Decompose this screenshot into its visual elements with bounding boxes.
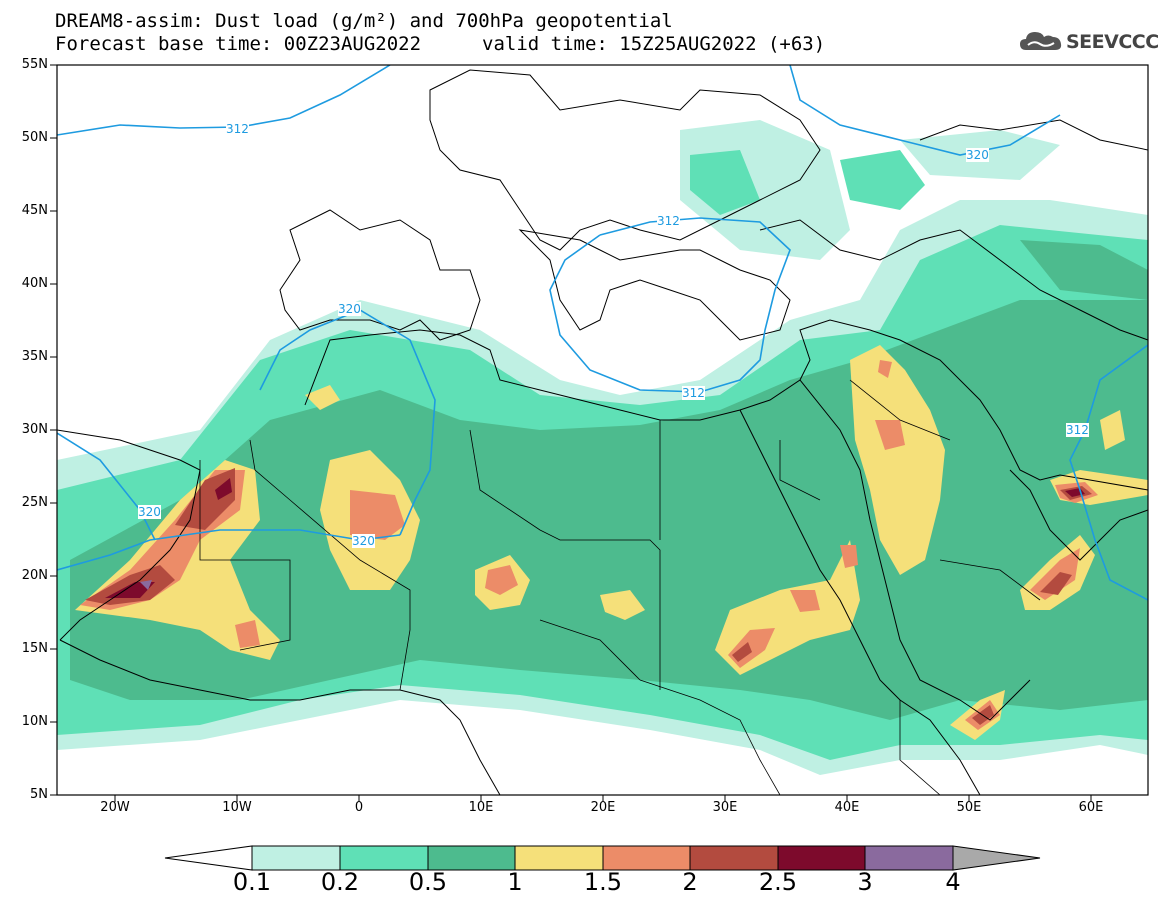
colorbar-label-4: 4 bbox=[945, 868, 961, 896]
lon-label-0: 0 bbox=[354, 800, 364, 815]
colorbar-label-3: 3 bbox=[857, 868, 873, 896]
contour-label-312-c: 312 bbox=[682, 386, 705, 400]
colorbar-low-arrow bbox=[164, 845, 253, 871]
lat-label-45n: 45N bbox=[21, 203, 48, 218]
tick-marks bbox=[50, 64, 1092, 802]
lat-label-35n: 35N bbox=[21, 349, 48, 364]
lon-label-60e: 60E bbox=[1078, 800, 1104, 815]
lat-label-20n: 20N bbox=[21, 568, 48, 583]
lon-label-10w: 10W bbox=[222, 800, 252, 815]
lat-label-15n: 15N bbox=[21, 641, 48, 656]
contour-label-312-d: 312 bbox=[1066, 423, 1089, 437]
colorbar-label-0.2: 0.2 bbox=[320, 868, 360, 896]
colorbar-box-1 bbox=[339, 845, 429, 871]
dust-band-2.5 bbox=[105, 478, 1085, 598]
forecast-base-time: Forecast base time: 00Z23AUG2022 bbox=[55, 33, 422, 55]
contour-label-320-a: 320 bbox=[338, 302, 361, 316]
lon-label-30e: 30E bbox=[712, 800, 738, 815]
colorbar-label-1.5: 1.5 bbox=[583, 868, 623, 896]
map-title: DREAM8-assim: Dust load (g/m²) and 700hP… bbox=[55, 10, 673, 32]
logo-text: SEEVCCC bbox=[1066, 31, 1159, 53]
lon-label-20w: 20W bbox=[100, 800, 130, 815]
colorbar-box-2 bbox=[427, 845, 516, 871]
coastlines bbox=[57, 69, 1148, 795]
lat-label-50n: 50N bbox=[21, 130, 48, 145]
lon-label-50e: 50E bbox=[956, 800, 982, 815]
colorbar-box-0 bbox=[251, 845, 341, 871]
colorbar-label-2: 2 bbox=[682, 868, 698, 896]
lat-label-40n: 40N bbox=[21, 276, 48, 291]
lat-label-10n: 10N bbox=[21, 714, 48, 729]
contour-label-320-b: 320 bbox=[966, 148, 989, 162]
lon-label-10e: 10E bbox=[468, 800, 494, 815]
lat-label-30n: 30N bbox=[21, 422, 48, 437]
colorbar-box-5 bbox=[689, 845, 779, 871]
contour-label-320-c: 320 bbox=[138, 505, 161, 519]
colorbar-high-arrow bbox=[952, 845, 1041, 871]
colorbar-box-7 bbox=[864, 845, 954, 871]
lat-label-25n: 25N bbox=[21, 495, 48, 510]
colorbar-label-0.1: 0.1 bbox=[232, 868, 272, 896]
lon-label-40e: 40E bbox=[834, 800, 860, 815]
colorbar-box-3 bbox=[514, 845, 604, 871]
seevccc-logo: SEEVCCC bbox=[1018, 28, 1159, 56]
valid-time: valid time: 15Z25AUG2022 (+63) bbox=[482, 33, 826, 55]
colorbar bbox=[164, 845, 1041, 871]
lat-label-5n: 5N bbox=[30, 787, 48, 802]
lat-label-55n: 55N bbox=[21, 57, 48, 72]
colorbar-box-6 bbox=[777, 845, 866, 871]
colorbar-label-1: 1 bbox=[507, 868, 523, 896]
country-borders bbox=[199, 379, 1041, 795]
contour-label-312-a: 312 bbox=[226, 122, 249, 136]
contour-label-312-b: 312 bbox=[657, 214, 680, 228]
contour-label-320-d: 320 bbox=[352, 534, 375, 548]
dust-band-3 bbox=[140, 580, 152, 590]
lon-label-20e: 20E bbox=[590, 800, 616, 815]
colorbar-box-4 bbox=[602, 845, 691, 871]
colorbar-label-2.5: 2.5 bbox=[758, 868, 798, 896]
cloud-logo-icon bbox=[1020, 32, 1062, 50]
colorbar-label-0.5: 0.5 bbox=[408, 868, 448, 896]
